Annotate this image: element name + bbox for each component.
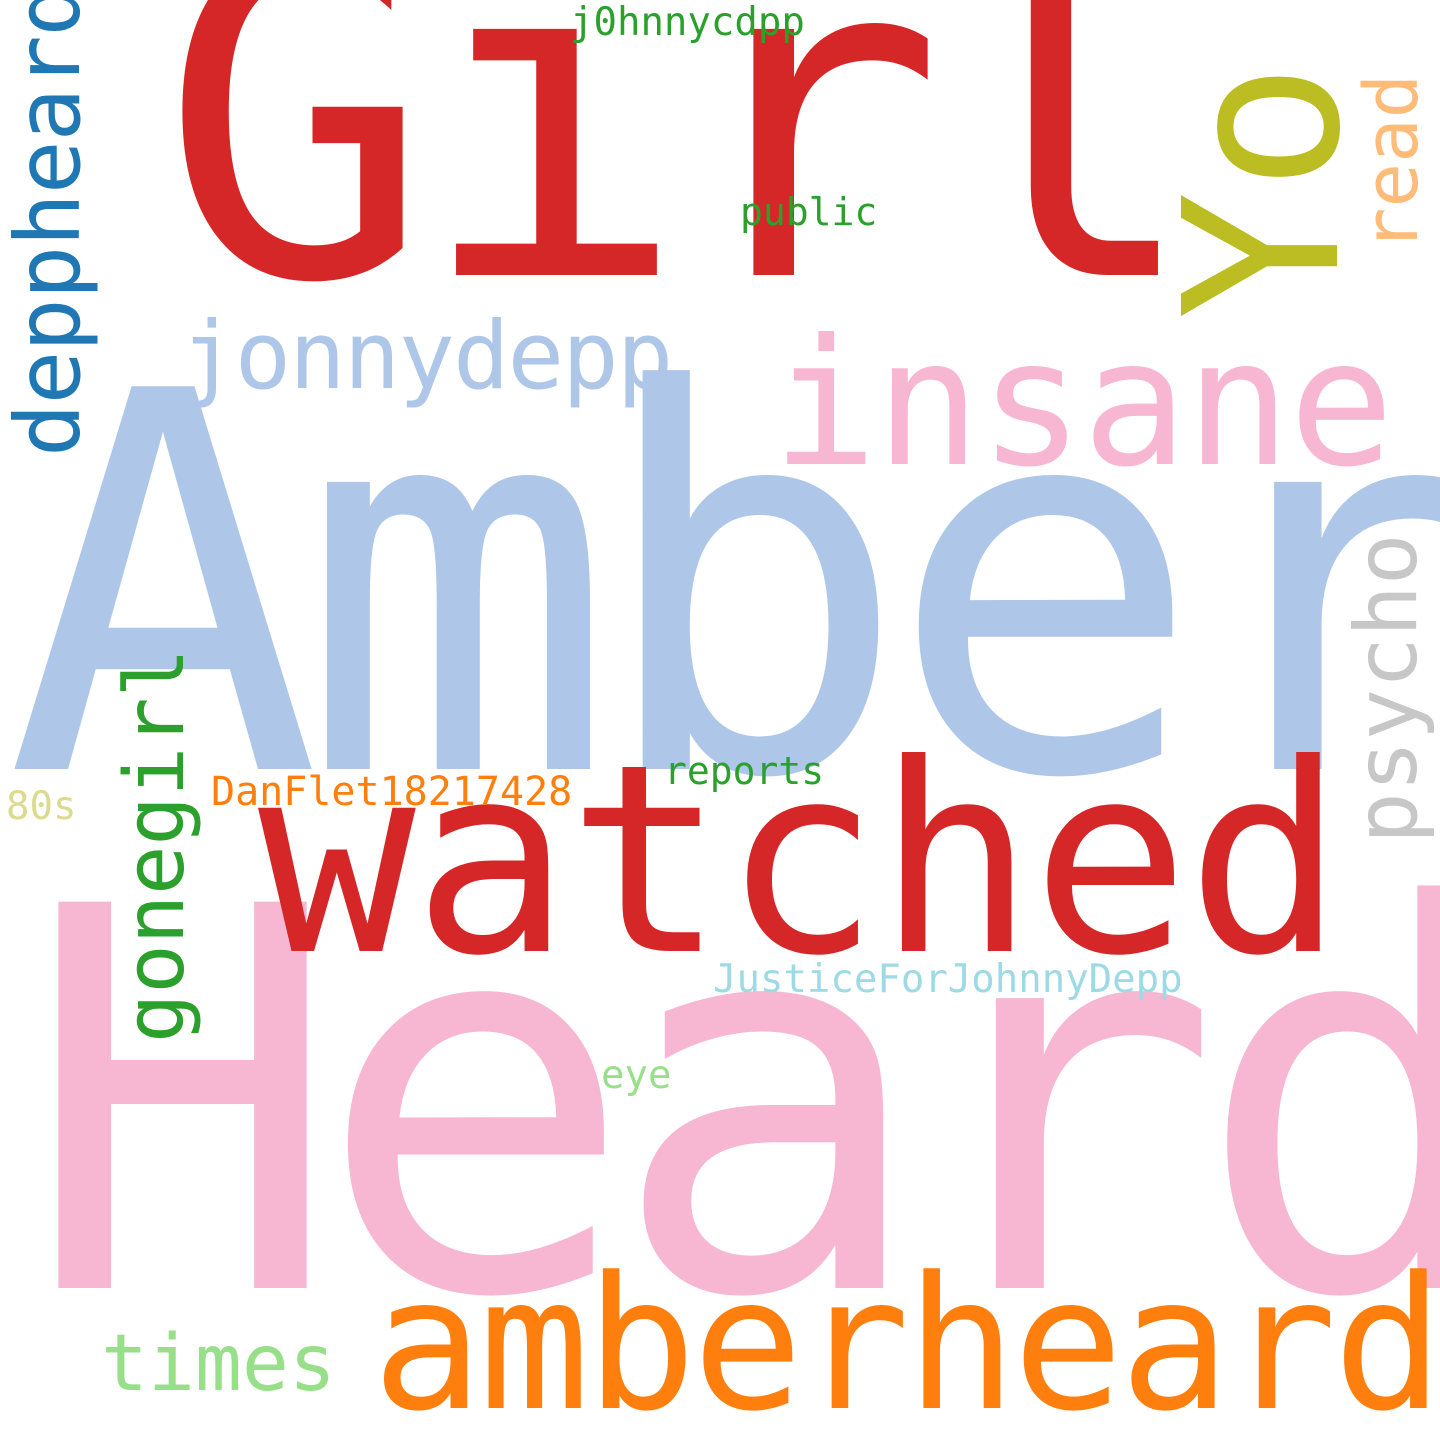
word-yo: Yo <box>1139 62 1388 320</box>
word-heard: Heard <box>23 796 1440 1413</box>
word-jonnydepp: jonnydepp <box>180 302 673 411</box>
word-watched: watched <box>258 708 1344 1013</box>
word-danflet: DanFlet18217428 <box>211 769 573 815</box>
word-read: read <box>1349 73 1435 252</box>
word-insane: insane <box>772 303 1394 506</box>
word-girl: Girl <box>160 0 1202 382</box>
word-psycho: psycho <box>1337 533 1437 844</box>
word-gonegirl: gonegirl <box>108 648 203 1043</box>
word-eye: eye <box>601 1053 672 1098</box>
word-amber: Amber <box>5 282 1440 893</box>
word-times: times <box>101 1319 336 1409</box>
word-public: public <box>740 190 878 234</box>
word-j0hnnycdpp: j0hnnycdpp <box>570 0 805 45</box>
word-amberheard: amberheard <box>372 1238 1440 1440</box>
word-justicefor-johnnydepp: JusticeForJohnnyDepp <box>713 957 1183 1002</box>
word-reports: reports <box>664 749 825 793</box>
word-80s: 80s <box>6 784 77 829</box>
word-deppheard: deppheard <box>0 0 100 457</box>
